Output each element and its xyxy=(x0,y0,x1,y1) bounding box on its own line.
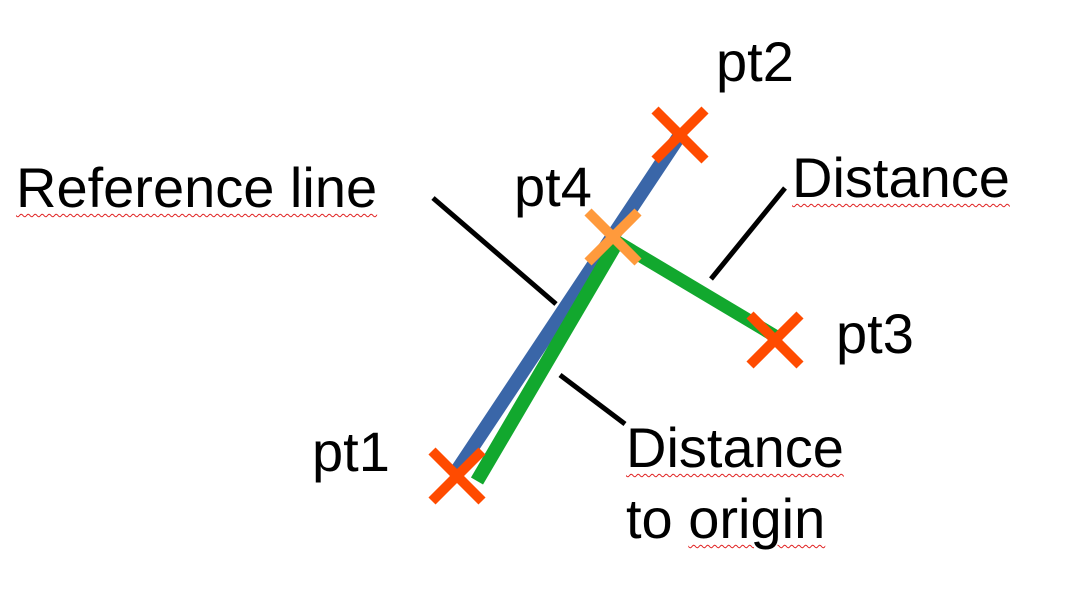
pt2-label: pt2 xyxy=(716,30,794,93)
pt4-marker xyxy=(584,208,642,266)
distance-to-origin-word-to: to xyxy=(626,487,673,550)
reference-line-leader xyxy=(431,196,558,306)
distance-to-origin-label-line2: to origin xyxy=(626,487,825,551)
pt2-marker xyxy=(651,106,709,164)
pt1-label: pt1 xyxy=(312,420,390,483)
pt1-marker xyxy=(428,447,486,505)
distance-to-origin-line xyxy=(470,240,623,485)
distance-to-origin-label-line1: Distance xyxy=(626,416,844,479)
pt3-marker xyxy=(746,311,804,369)
distance-leader xyxy=(709,186,787,281)
distance-to-origin-word-origin: origin xyxy=(688,487,826,550)
reference-line-label: Reference line xyxy=(16,156,378,219)
reference-line xyxy=(450,128,688,476)
distance-label: Distance xyxy=(792,146,1010,209)
distance-to-origin-leader xyxy=(558,373,627,426)
pt4-label: pt4 xyxy=(514,155,592,218)
pt3-label: pt3 xyxy=(836,302,914,365)
